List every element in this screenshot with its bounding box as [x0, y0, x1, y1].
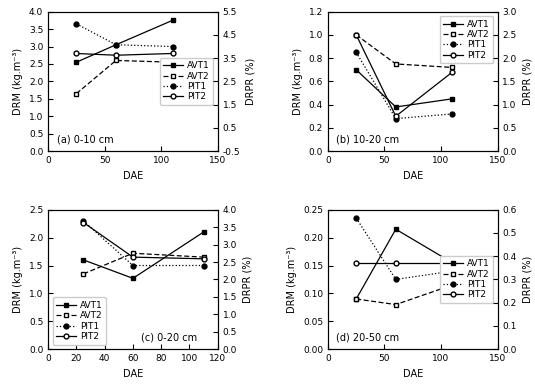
Y-axis label: DRPR (%): DRPR (%) — [522, 58, 532, 105]
Y-axis label: DRPR (%): DRPR (%) — [246, 58, 256, 105]
X-axis label: DAE: DAE — [403, 369, 423, 379]
Legend: AVT1, AVT2, PIT1, PIT2: AVT1, AVT2, PIT1, PIT2 — [52, 297, 106, 345]
Text: (a) 0-10 cm: (a) 0-10 cm — [57, 134, 113, 144]
Text: (c) 0-20 cm: (c) 0-20 cm — [141, 332, 197, 342]
X-axis label: DAE: DAE — [123, 171, 143, 180]
Y-axis label: DRM (kg.m⁻³): DRM (kg.m⁻³) — [13, 48, 24, 115]
Y-axis label: DRPR (%): DRPR (%) — [522, 256, 532, 303]
X-axis label: DAE: DAE — [123, 369, 143, 379]
Text: (b) 10-20 cm: (b) 10-20 cm — [337, 134, 400, 144]
Y-axis label: DRM (kg.m⁻³): DRM (kg.m⁻³) — [293, 48, 303, 115]
Y-axis label: DRM (kg.m⁻³): DRM (kg.m⁻³) — [287, 246, 297, 313]
Y-axis label: DRM (kg.m⁻³): DRM (kg.m⁻³) — [13, 246, 24, 313]
Legend: AVT1, AVT2, PIT1, PIT2: AVT1, AVT2, PIT1, PIT2 — [440, 256, 493, 303]
X-axis label: DAE: DAE — [403, 171, 423, 180]
Legend: AVT1, AVT2, PIT1, PIT2: AVT1, AVT2, PIT1, PIT2 — [160, 58, 213, 105]
Y-axis label: DRPR (%): DRPR (%) — [242, 256, 253, 303]
Text: (d) 20-50 cm: (d) 20-50 cm — [337, 332, 400, 342]
Legend: AVT1, AVT2, PIT1, PIT2: AVT1, AVT2, PIT1, PIT2 — [440, 16, 493, 64]
